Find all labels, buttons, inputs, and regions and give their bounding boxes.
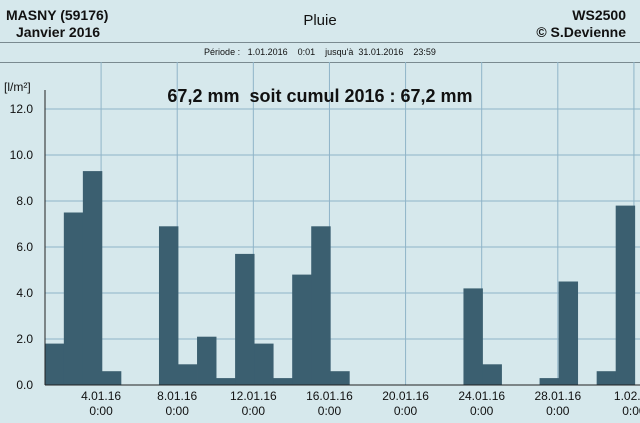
x-tick-time: 0:00 [89,404,113,418]
rain-bar [273,378,293,385]
rain-bar [235,253,255,385]
x-tick-time: 0:00 [318,404,342,418]
y-axis-label: [l/m²] [4,80,31,94]
rain-bar [216,378,236,385]
x-tick-time: 0:00 [166,404,190,418]
x-tick-time: 0:00 [470,404,494,418]
rain-bar [482,364,502,385]
rain-bar [292,274,312,385]
y-tick-label: 6.0 [16,240,33,254]
y-tick-label: 8.0 [16,194,33,208]
rain-bar [197,336,217,385]
y-tick-label: 12.0 [10,102,34,116]
bars [44,171,636,385]
grid [45,62,640,386]
x-tick-time: 0:00 [394,404,418,418]
x-tick-time: 0:00 [546,404,570,418]
header-divider-bottom [0,62,640,63]
header-divider [0,42,640,43]
rain-bar [539,378,560,385]
y-tick-label: 2.0 [16,332,33,346]
month-label: Janvier 2016 [16,24,101,40]
rain-bar [596,371,617,385]
rain-bar [615,205,636,385]
x-tick-label: 12.01.16 [230,389,277,403]
x-tick-label: 24.01.16 [458,389,505,403]
rain-bar [101,371,122,385]
chart-title: Pluie [303,12,337,29]
x-tick-time: 0:00 [622,404,640,418]
rain-bar [44,343,65,385]
x-tick-label: 28.01.16 [534,389,581,403]
x-tick-label: 16.01.16 [306,389,353,403]
x-tick-label: 4.01.16 [81,389,121,403]
y-tick-label: 4.0 [16,286,33,300]
x-tick-label: 1.02.16 [614,389,640,403]
rain-bar [82,171,103,385]
rain-bar [254,343,274,385]
x-tick-time: 0:00 [242,404,266,418]
rain-bar [463,288,483,385]
rain-bar [311,226,331,385]
station-name: MASNY (59176) [6,7,109,23]
author-label: © S.Devienne [536,24,626,40]
axes: 0.02.04.06.08.010.012.04.01.160:008.01.1… [10,90,640,418]
y-tick-label: 0.0 [16,378,33,392]
period-range: Période : 1.01.2016 0:01 jusqu'à 31.01.2… [204,47,436,57]
x-tick-label: 8.01.16 [157,389,197,403]
rain-bar [158,226,179,385]
x-tick-label: 20.01.16 [382,389,429,403]
y-tick-label: 10.0 [10,148,34,162]
rain-bar [330,371,350,385]
rain-total-annotation: 67,2 mm soit cumul 2016 : 67,2 mm [167,86,472,106]
rain-bar [558,281,579,385]
software-label: WS2500 [572,7,626,23]
rain-bar [63,212,84,385]
rain-bar [178,364,198,385]
